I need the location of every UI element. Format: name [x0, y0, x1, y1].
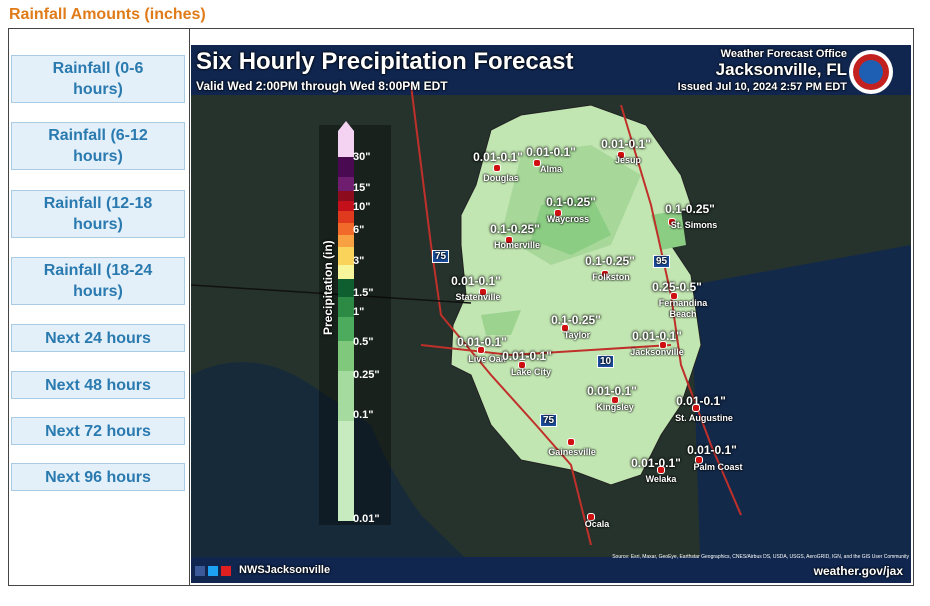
legend-label: 0.5" — [353, 336, 374, 348]
city-name: Ocala — [584, 519, 610, 529]
city-dot — [477, 346, 485, 354]
city-dot — [668, 218, 676, 226]
city-name: St. Augustine — [675, 413, 733, 423]
nav-button[interactable]: Next 96 hours — [11, 463, 185, 491]
city-dot — [561, 324, 569, 332]
rainfall-amount: 0.01-0.1" — [451, 274, 501, 288]
city-dot — [611, 396, 619, 404]
city-dot — [533, 159, 541, 167]
nav-button[interactable]: Rainfall (18-24 hours) — [11, 257, 185, 305]
city-name: Welaka — [645, 474, 677, 484]
city-dot — [617, 151, 625, 159]
legend-label: 0.25" — [353, 369, 380, 381]
rainfall-amount: 0.01-0.1" — [631, 456, 681, 470]
rainfall-amount: 0.25-0.5" — [652, 280, 702, 294]
city-name: Waycross — [546, 214, 590, 224]
city-name: Douglas — [483, 173, 519, 183]
highway-shield: 75 — [540, 414, 558, 427]
legend-label: 1.5" — [353, 287, 374, 299]
office-city: Jacksonville, FL — [715, 60, 847, 79]
city-name: Lake City — [510, 367, 552, 377]
city-dot — [493, 164, 501, 172]
rainfall-amount: 0.1-0.25" — [551, 313, 601, 327]
site-url: weather.gov/jax — [813, 564, 903, 578]
city-dot — [479, 288, 487, 296]
rainfall-amount: 0.01-0.1" — [457, 335, 507, 349]
legend-label: 15" — [353, 182, 371, 194]
map-background — [191, 45, 911, 583]
city-name: Jesup — [614, 155, 641, 165]
highway-shield: 95 — [653, 255, 671, 268]
city-name: St. Simons — [670, 220, 718, 230]
city-name: Fernandina Beach — [658, 298, 708, 319]
rainfall-amount: 0.1-0.25" — [490, 222, 540, 236]
nav-button[interactable]: Next 72 hours — [11, 417, 185, 445]
city-dot — [518, 361, 526, 369]
rainfall-amount: 0.1-0.25" — [546, 195, 596, 209]
rainfall-amount: 0.01-0.1" — [687, 443, 737, 457]
map-source: Source: Esri, Maxar, GeoEye, Earthstar G… — [612, 554, 909, 560]
social-handle: NWSJacksonville — [239, 564, 331, 576]
legend-label: 1" — [353, 306, 365, 318]
nav-button[interactable]: Next 48 hours — [11, 371, 185, 399]
city-name: Folkston — [592, 272, 630, 282]
page-title: Rainfall Amounts (inches) — [9, 6, 206, 23]
city-name: Statenville — [455, 292, 501, 302]
legend-label: 0.01" — [353, 513, 380, 525]
office-label: Weather Forecast Office — [720, 48, 847, 60]
rainfall-amount: 0.01-0.1" — [601, 137, 651, 151]
city-dot — [601, 270, 609, 278]
city-dot — [567, 438, 575, 446]
city-name: Homerville — [493, 240, 541, 250]
city-dot — [695, 456, 703, 464]
rainfall-amount: 0.01-0.1" — [473, 150, 523, 164]
legend-label: 3" — [353, 255, 365, 267]
highway-shield: 75 — [432, 250, 450, 263]
map-image: Six Hourly Precipitation Forecast Valid … — [191, 45, 911, 583]
city-dot — [505, 236, 513, 244]
rainfall-amount: 0.1-0.25" — [585, 254, 635, 268]
legend-label: 6" — [353, 224, 365, 236]
map-title: Six Hourly Precipitation Forecast — [196, 48, 574, 75]
nav-button[interactable]: Rainfall (0-6 hours) — [11, 55, 185, 103]
city-dot — [657, 466, 665, 474]
city-dot — [659, 341, 667, 349]
highway-shield: 10 — [597, 355, 615, 368]
nav-button[interactable]: Next 24 hours — [11, 324, 185, 352]
city-dot — [554, 209, 562, 217]
rainfall-amount: 0.1-0.25" — [665, 202, 715, 216]
legend-label: 0.1" — [353, 409, 374, 421]
city-name: Jacksonville — [630, 347, 684, 357]
nav-column: Rainfall (0-6 hours) Rainfall (6-12 hours… — [8, 28, 190, 585]
city-name: Taylor — [563, 330, 591, 340]
rainfall-amount: 0.01-0.1" — [502, 349, 552, 363]
valid-time: Valid Wed 2:00PM through Wed 8:00PM EDT — [196, 79, 448, 93]
city-dot — [692, 404, 700, 412]
city-dot — [587, 513, 595, 521]
content-frame — [8, 28, 914, 586]
rainfall-amount: 0.01-0.1" — [632, 329, 682, 343]
city-name: Kingsley — [596, 402, 634, 412]
rainfall-amount: 0.01-0.1" — [676, 394, 726, 408]
city-name: Alma — [539, 164, 562, 174]
issued-time: Issued Jul 10, 2024 2:57 PM EDT — [677, 81, 847, 93]
city-name: Palm Coast — [693, 462, 743, 472]
nav-button[interactable]: Rainfall (12-18 hours) — [11, 190, 185, 238]
rainfall-amount: 0.01-0.1" — [526, 145, 576, 159]
city-name: Live Oak — [468, 354, 506, 364]
legend-title: Precipitation (in) — [321, 240, 335, 335]
nav-button[interactable]: Rainfall (6-12 hours) — [11, 122, 185, 170]
rainfall-amount: 0.01-0.1" — [587, 384, 637, 398]
city-dot — [670, 292, 678, 300]
legend-label: 10" — [353, 201, 371, 213]
city-name: Gainesville — [548, 447, 596, 457]
legend-label: 30" — [353, 151, 371, 163]
